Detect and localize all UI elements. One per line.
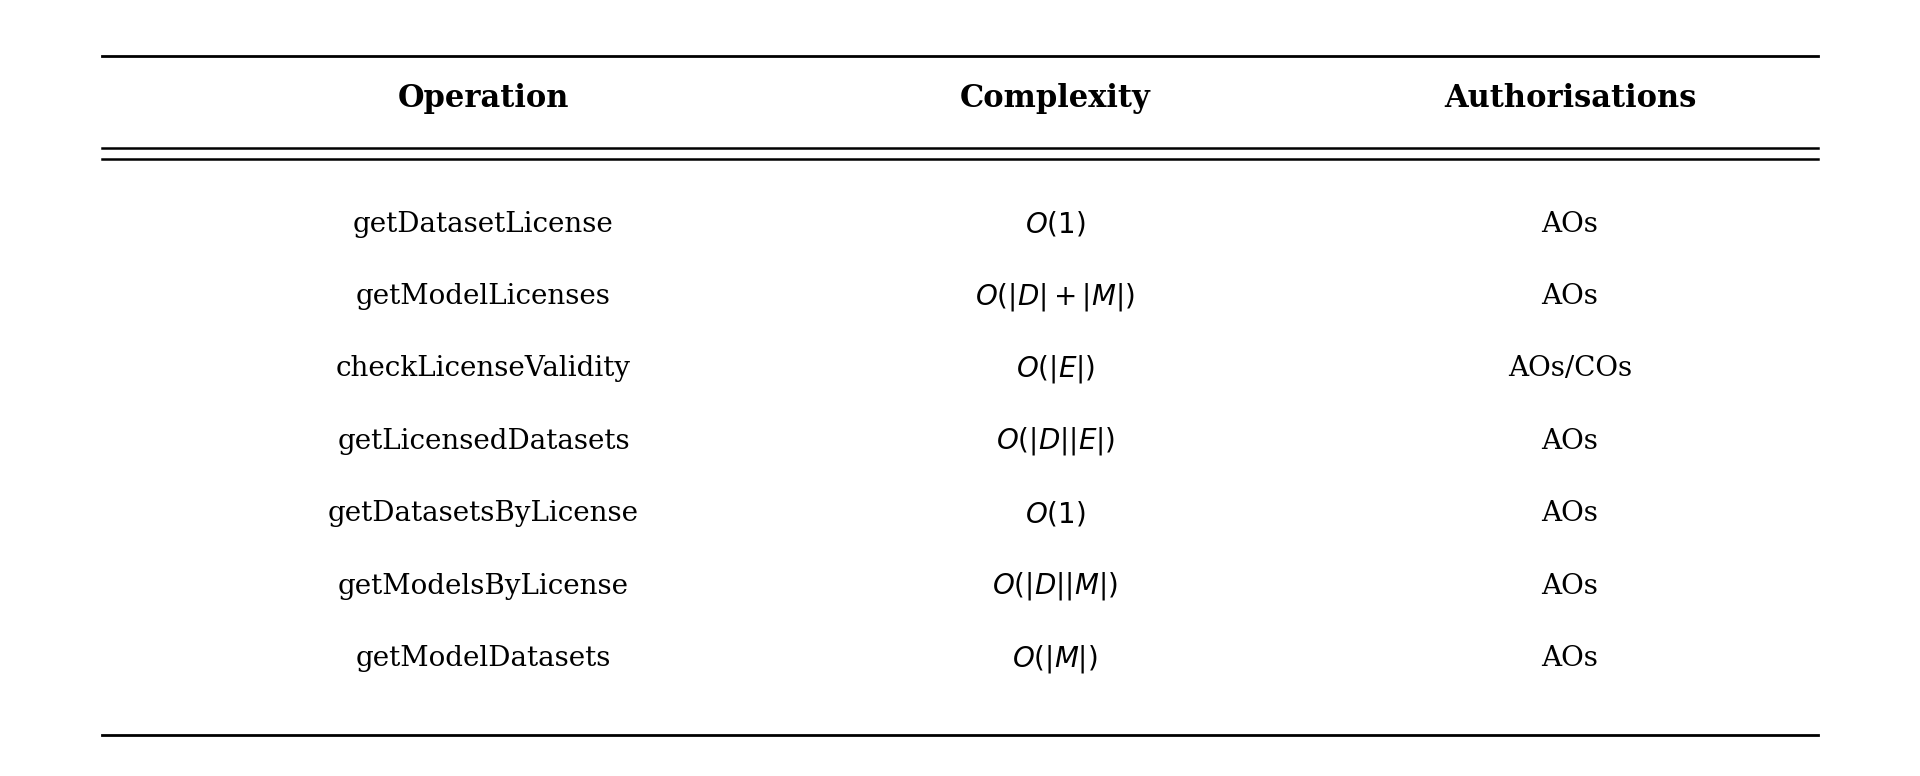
Text: getModelDatasets: getModelDatasets: [355, 645, 611, 672]
Text: AOs: AOs: [1542, 283, 1597, 310]
Text: AOs: AOs: [1542, 573, 1597, 600]
Text: $O(|D||E|)$: $O(|D||E|)$: [996, 425, 1116, 457]
Text: getDatasetLicense: getDatasetLicense: [353, 210, 614, 237]
Text: $O(|D||M|)$: $O(|D||M|)$: [993, 570, 1117, 602]
Text: checkLicenseValidity: checkLicenseValidity: [336, 355, 632, 383]
Text: $O(1)$: $O(1)$: [1025, 499, 1085, 528]
Text: AOs: AOs: [1542, 501, 1597, 527]
Text: getLicensedDatasets: getLicensedDatasets: [338, 428, 630, 455]
Text: Complexity: Complexity: [960, 83, 1150, 114]
Text: $O(|D|+|M|)$: $O(|D|+|M|)$: [975, 281, 1135, 313]
Text: AOs: AOs: [1542, 210, 1597, 237]
Text: $O(|M|)$: $O(|M|)$: [1012, 643, 1098, 674]
Text: getModelLicenses: getModelLicenses: [355, 283, 611, 310]
Text: Authorisations: Authorisations: [1444, 83, 1695, 114]
Text: $O(1)$: $O(1)$: [1025, 210, 1085, 239]
Text: AOs/COs: AOs/COs: [1507, 355, 1632, 383]
Text: Operation: Operation: [397, 83, 568, 114]
Text: AOs: AOs: [1542, 428, 1597, 455]
Text: getDatasetsByLicense: getDatasetsByLicense: [328, 501, 639, 527]
Text: $O(|E|)$: $O(|E|)$: [1016, 353, 1094, 385]
Text: AOs: AOs: [1542, 645, 1597, 672]
Text: getModelsByLicense: getModelsByLicense: [338, 573, 630, 600]
